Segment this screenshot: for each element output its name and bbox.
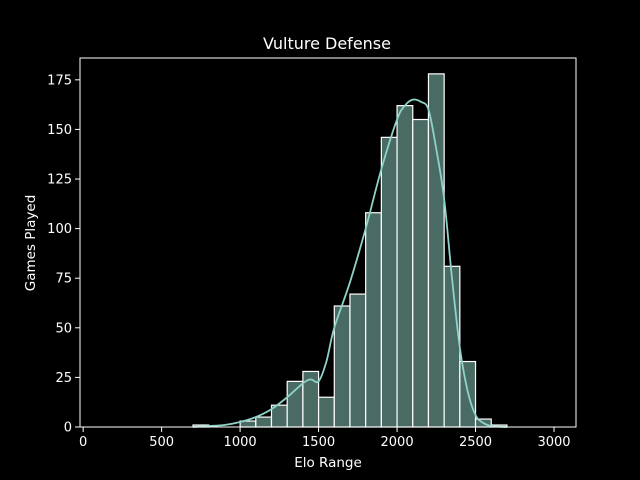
kde-curve (192, 98, 507, 428)
x-tick-label: 3000 (537, 435, 570, 450)
x-axis-ticks: 0 500 1000 1500 2000 2500 3000 (79, 427, 571, 450)
x-tick-label: 1000 (224, 435, 257, 450)
histogram-bar-20 (412, 118, 430, 428)
y-tick-label: 150 (47, 123, 72, 138)
histogram-bar-10 (255, 416, 273, 428)
histogram-bar-14 (317, 396, 335, 428)
histogram-bar-19 (396, 105, 414, 428)
y-tick-label: 25 (55, 371, 72, 386)
histogram-bar-21 (427, 73, 445, 428)
x-tick-label: 1500 (302, 435, 335, 450)
y-tick-label: 175 (47, 73, 72, 88)
y-tick-label: 0 (64, 421, 72, 436)
histogram-bar-15 (333, 305, 351, 428)
histogram-bar-12 (286, 380, 304, 428)
plot-frame (79, 57, 577, 428)
y-tick-label: 100 (47, 222, 72, 237)
y-axis-ticks: 0 25 50 75 100 125 150 175 (47, 73, 80, 436)
chart-title: Vulture Defense (263, 34, 391, 53)
histogram-bar-18 (380, 136, 398, 428)
histogram-bars (192, 73, 508, 428)
histogram-bar-16 (349, 293, 367, 428)
x-tick-label: 2500 (459, 435, 492, 450)
x-tick-label: 500 (149, 435, 174, 450)
histogram-bar-17 (365, 212, 382, 428)
y-tick-label: 75 (55, 272, 72, 287)
y-axis-label: Games Played (23, 195, 39, 292)
y-tick-label: 50 (55, 321, 72, 336)
x-axis-label: Elo Range (294, 455, 362, 471)
x-tick-label: 0 (79, 435, 87, 450)
y-tick-label: 125 (47, 173, 72, 188)
x-tick-label: 2000 (381, 435, 414, 450)
histogram-bar-22 (443, 265, 461, 428)
